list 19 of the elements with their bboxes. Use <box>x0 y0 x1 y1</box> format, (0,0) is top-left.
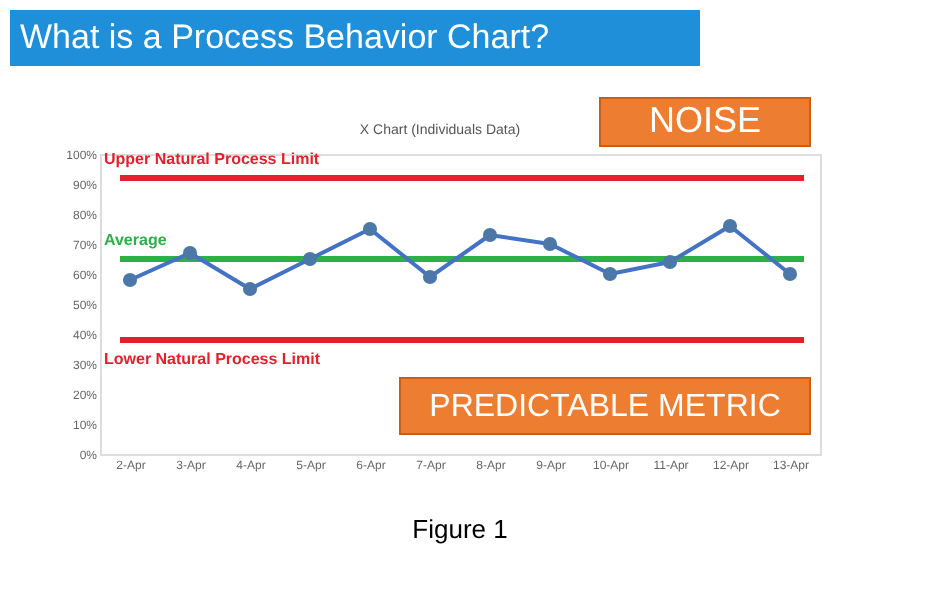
point <box>422 269 438 285</box>
annotation: PREDICTABLE METRIC <box>429 390 781 424</box>
ref-line-label: Average <box>104 231 168 249</box>
point <box>182 245 198 261</box>
point <box>362 221 378 237</box>
point <box>302 251 318 267</box>
point <box>242 281 258 297</box>
point <box>602 266 618 282</box>
point <box>482 227 498 243</box>
ref-line-label: Lower Natural Process Limit <box>104 350 321 368</box>
point <box>662 254 678 270</box>
caption: Figure 1 <box>412 514 508 544</box>
ref-line-label: Upper Natural Process Limit <box>104 150 320 168</box>
point <box>542 236 558 252</box>
point <box>122 272 138 288</box>
point <box>722 218 738 234</box>
chart-title: What is a Process Behavior Chart? <box>20 18 550 56</box>
point <box>782 266 798 282</box>
text: NOISE <box>648 100 762 140</box>
